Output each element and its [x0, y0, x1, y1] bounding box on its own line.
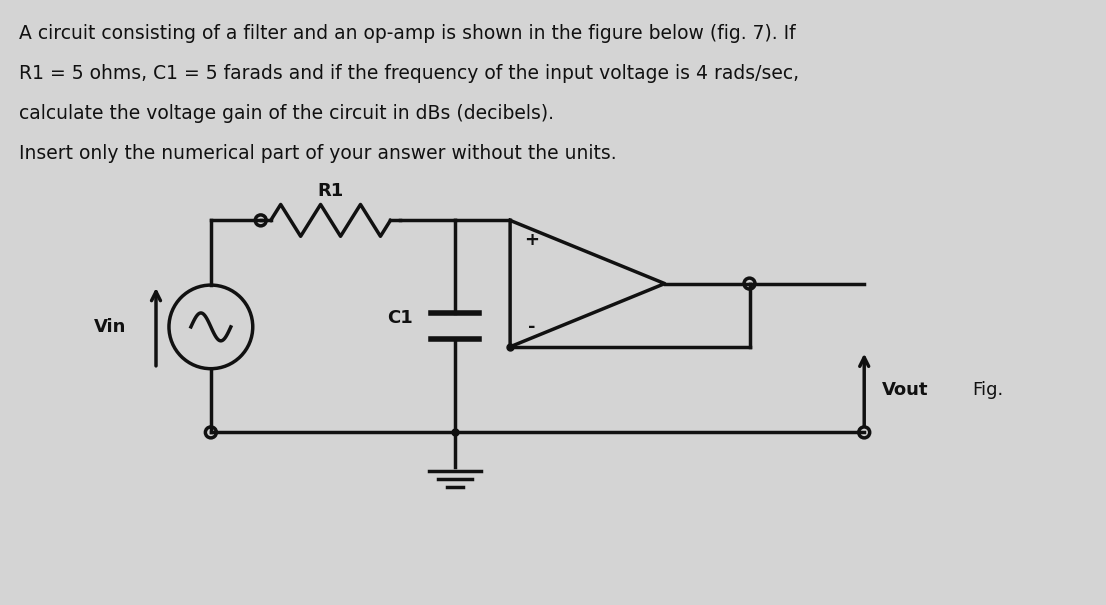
- Text: +: +: [524, 231, 540, 249]
- Text: Insert only the numerical part of your answer without the units.: Insert only the numerical part of your a…: [19, 144, 617, 163]
- Text: C1: C1: [387, 309, 414, 327]
- Text: A circuit consisting of a filter and an op-amp is shown in the figure below (fig: A circuit consisting of a filter and an …: [19, 24, 796, 44]
- Text: -: -: [529, 318, 535, 336]
- Text: Fig.: Fig.: [972, 381, 1003, 399]
- Text: calculate the voltage gain of the circuit in dBs (decibels).: calculate the voltage gain of the circui…: [19, 104, 554, 123]
- Text: Vin: Vin: [94, 318, 126, 336]
- Text: R1 = 5 ohms, C1 = 5 farads and if the frequency of the input voltage is 4 rads/s: R1 = 5 ohms, C1 = 5 farads and if the fr…: [19, 64, 800, 83]
- Text: Vout: Vout: [883, 381, 929, 399]
- Text: R1: R1: [317, 183, 344, 200]
